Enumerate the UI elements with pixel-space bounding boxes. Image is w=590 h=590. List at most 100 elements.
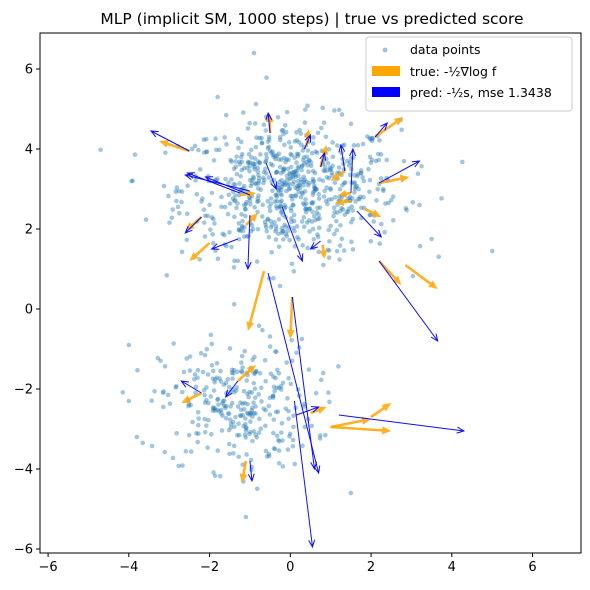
data-point <box>317 216 322 221</box>
data-point <box>286 140 292 145</box>
data-point <box>196 431 201 436</box>
data-point <box>243 514 249 520</box>
data-point <box>284 233 290 239</box>
data-point <box>259 140 265 146</box>
data-point <box>326 175 332 181</box>
data-point <box>222 204 228 210</box>
data-point <box>174 198 179 204</box>
data-point <box>240 218 245 224</box>
true-score-arrow <box>364 207 382 217</box>
data-point <box>263 151 269 157</box>
data-point <box>231 302 237 307</box>
true-score-arrow <box>330 425 392 435</box>
data-point <box>249 223 255 228</box>
data-point <box>209 341 215 347</box>
data-point <box>211 216 216 222</box>
data-point <box>204 397 209 403</box>
data-point <box>300 443 305 449</box>
data-point <box>241 388 247 394</box>
data-point <box>249 181 255 186</box>
data-point <box>219 428 225 433</box>
data-point <box>369 157 375 163</box>
data-point <box>261 180 266 186</box>
data-point <box>260 327 265 333</box>
data-point <box>256 193 261 198</box>
data-point <box>273 349 278 354</box>
data-point <box>321 120 327 125</box>
data-point <box>278 387 284 392</box>
data-point <box>174 431 179 436</box>
data-point <box>332 180 338 186</box>
data-point <box>163 150 168 155</box>
data-point <box>289 170 295 175</box>
data-point <box>252 156 258 161</box>
data-point <box>348 121 354 127</box>
data-point <box>140 440 146 446</box>
chart-title: MLP (implicit SM, 1000 steps) | true vs … <box>100 10 523 28</box>
data-point <box>280 464 286 469</box>
data-point <box>299 142 304 148</box>
data-point <box>295 178 301 184</box>
data-point <box>278 191 283 196</box>
data-point <box>242 224 247 230</box>
data-point <box>195 375 200 381</box>
data-point <box>291 179 297 184</box>
data-point <box>212 379 217 385</box>
data-point <box>334 227 340 233</box>
data-point <box>170 455 176 461</box>
data-point <box>252 166 257 172</box>
data-point <box>227 201 233 206</box>
pred-score-arrow <box>293 400 316 549</box>
data-point <box>283 204 288 210</box>
data-point <box>294 350 299 356</box>
data-point <box>325 168 330 173</box>
data-point <box>248 419 253 424</box>
data-point <box>227 451 232 457</box>
true-score-arrow <box>245 213 258 226</box>
data-point <box>263 225 269 230</box>
data-point <box>315 130 321 136</box>
data-point <box>183 449 189 454</box>
data-point <box>436 254 442 259</box>
data-point <box>242 234 247 239</box>
data-point <box>377 241 383 246</box>
data-point <box>329 196 335 202</box>
data-point <box>135 367 140 373</box>
data-point <box>155 355 161 361</box>
data-point <box>299 167 304 173</box>
data-point <box>353 199 358 204</box>
data-point <box>340 182 345 188</box>
data-point <box>234 154 239 159</box>
data-point <box>270 188 275 194</box>
data-point <box>241 203 247 208</box>
data-point <box>302 401 307 407</box>
data-point <box>302 189 308 194</box>
data-point <box>302 107 308 112</box>
data-point <box>246 394 251 400</box>
data-point <box>216 402 221 407</box>
data-point <box>196 147 201 153</box>
data-point <box>256 178 262 184</box>
data-point <box>256 175 262 181</box>
data-point <box>134 434 140 440</box>
data-point <box>239 212 244 217</box>
data-point <box>209 431 214 437</box>
data-point <box>288 151 293 157</box>
data-point <box>238 228 243 233</box>
data-point <box>179 249 185 255</box>
data-point <box>263 222 269 228</box>
data-point <box>184 237 190 243</box>
data-point <box>334 143 340 148</box>
data-point <box>381 186 386 192</box>
data-point <box>296 164 302 170</box>
data-point <box>232 258 237 264</box>
data-point <box>252 386 258 392</box>
data-point <box>278 203 283 209</box>
data-point <box>208 332 214 338</box>
data-point <box>239 370 245 375</box>
data-point <box>326 248 332 253</box>
data-point <box>274 192 280 198</box>
data-point <box>317 205 323 210</box>
data-point <box>273 375 278 381</box>
data-point <box>273 170 279 176</box>
